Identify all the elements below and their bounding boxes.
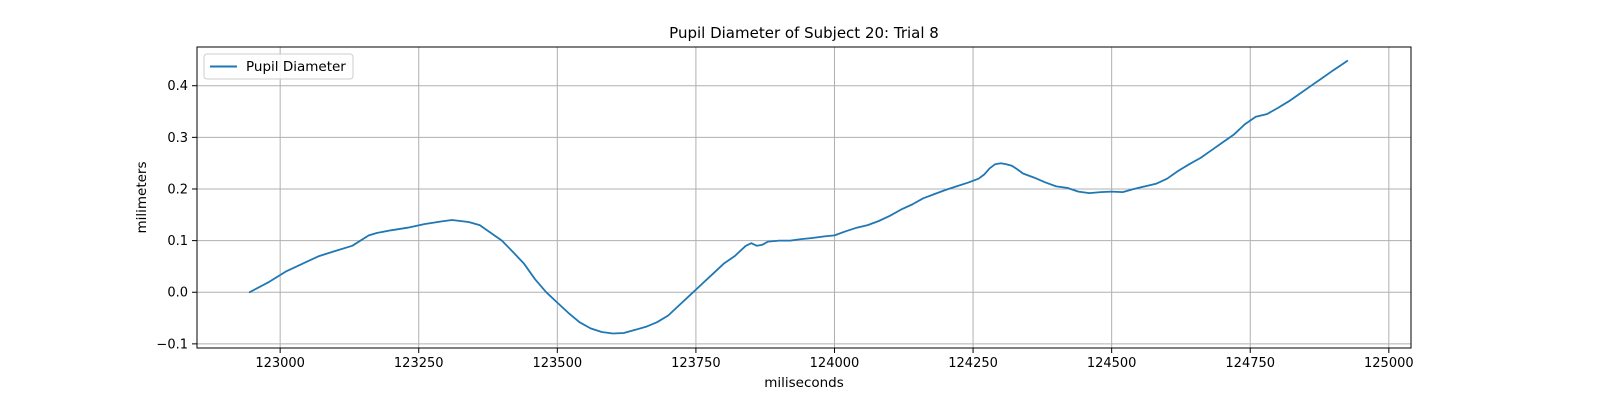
- y-tick-label: 0.2: [167, 182, 188, 197]
- y-tick-label: 0.3: [167, 131, 188, 146]
- x-tick-label: 124250: [948, 356, 998, 371]
- x-tick-label: 123000: [255, 356, 305, 371]
- x-tick-label: 123500: [532, 356, 582, 371]
- data-lines: [248, 60, 1349, 335]
- y-axis-label: milimeters: [134, 161, 150, 233]
- x-tick-label: 123750: [671, 356, 721, 371]
- x-tick-label: 124500: [1087, 356, 1137, 371]
- x-tick-label: 123250: [394, 356, 444, 371]
- chart-title: Pupil Diameter of Subject 20: Trial 8: [669, 24, 939, 42]
- y-tick-label: 0.1: [167, 234, 188, 249]
- x-axis-label: miliseconds: [764, 375, 844, 391]
- legend: Pupil Diameter: [203, 53, 354, 80]
- x-axis-ticks: 123000 123250 123500 123750 124000 124250 1245…: [255, 348, 1414, 371]
- series-line-0: [248, 60, 1349, 335]
- x-tick-label: 124000: [810, 356, 860, 371]
- y-tick-label: −0.1: [156, 337, 188, 352]
- x-tick-label: 125000: [1364, 356, 1414, 371]
- plot-frame: [196, 46, 1412, 349]
- legend-box: [203, 53, 354, 80]
- grid-lines: [197, 47, 1411, 348]
- legend-entry-pupil-diameter: Pupil Diameter: [246, 59, 346, 75]
- x-tick-label: 124750: [1225, 356, 1275, 371]
- y-tick-label: 0.0: [167, 286, 188, 301]
- y-axis-ticks: −0.1 0.0 0.1 0.2 0.3 0.4: [156, 79, 197, 352]
- y-tick-label: 0.4: [167, 79, 188, 94]
